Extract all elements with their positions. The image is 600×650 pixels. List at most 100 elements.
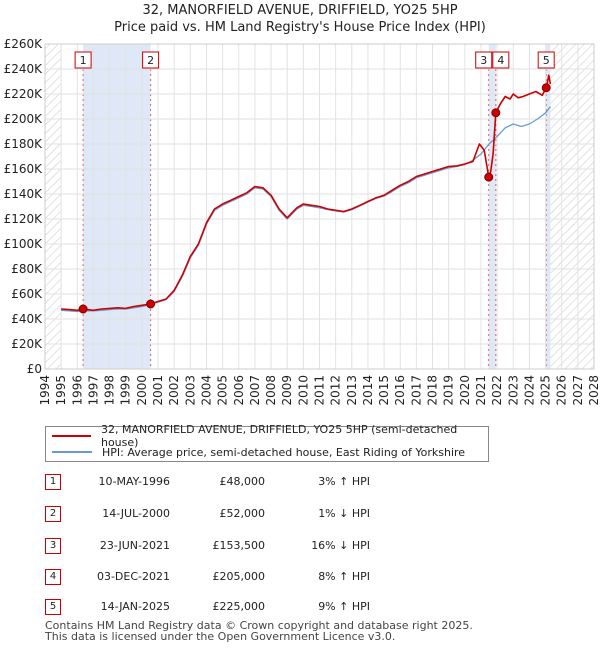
sale-marker bbox=[541, 83, 551, 93]
sale-marker bbox=[484, 172, 494, 182]
sale-price: £153,500 bbox=[212, 539, 266, 552]
sale-hpi-diff: 8% ↑ HPI bbox=[318, 570, 370, 583]
x-tick-label: 2002 bbox=[167, 375, 181, 406]
sale-hpi-diff: 16% ↓ HPI bbox=[311, 539, 370, 552]
y-tick-label: £140K bbox=[4, 187, 44, 201]
shaded-region bbox=[488, 44, 496, 369]
sale-row: 3 23-JUN-2021 £153,500 16% ↓ HPI bbox=[45, 538, 405, 554]
sale-marker bbox=[146, 299, 156, 309]
sale-label-number: 3 bbox=[480, 54, 487, 67]
y-tick-label: £20K bbox=[11, 337, 43, 351]
chart-title: 32, MANORFIELD AVENUE, DRIFFIELD, YO25 5… bbox=[0, 2, 600, 36]
legend: 32, MANORFIELD AVENUE, DRIFFIELD, YO25 5… bbox=[45, 423, 489, 462]
sale-date: 14-JUL-2000 bbox=[102, 507, 170, 520]
chart-title-line2: Price paid vs. HM Land Registry's House … bbox=[114, 20, 486, 35]
plot-frame bbox=[44, 43, 595, 370]
x-tick-label: 2001 bbox=[151, 375, 165, 406]
x-tick-label: 2009 bbox=[280, 375, 294, 406]
footer-licence: This data is licensed under the Open Gov… bbox=[45, 630, 396, 643]
x-tick-label: 2016 bbox=[393, 375, 407, 406]
x-tick-label: 2015 bbox=[377, 375, 391, 406]
sale-label-box bbox=[74, 51, 92, 69]
sale-date: 14-JAN-2025 bbox=[100, 600, 170, 613]
x-tick-label: 1994 bbox=[38, 375, 52, 406]
x-tick-label: 2012 bbox=[329, 375, 343, 406]
y-tick-label: £60K bbox=[11, 287, 43, 301]
y-tick-label: £40K bbox=[11, 312, 43, 326]
x-tick-label: 2026 bbox=[555, 375, 569, 406]
sale-number-badge: 3 bbox=[45, 538, 61, 554]
x-tick-label: 1999 bbox=[119, 375, 133, 406]
sale-hpi-diff: 9% ↑ HPI bbox=[318, 600, 370, 613]
legend-item-hpi: HPI: Average price, semi-detached house,… bbox=[52, 444, 465, 460]
sale-label-number: 5 bbox=[543, 54, 550, 67]
footer-copyright: Contains HM Land Registry data © Crown c… bbox=[45, 619, 473, 632]
x-tick-label: 2014 bbox=[361, 375, 375, 406]
y-tick-label: £0 bbox=[27, 362, 42, 376]
sale-price: £48,000 bbox=[219, 475, 266, 488]
x-tick-label: 2022 bbox=[490, 375, 504, 406]
x-tick-label: 2020 bbox=[458, 375, 472, 406]
sale-row: 1 10-MAY-1996 £48,000 3% ↑ HPI bbox=[45, 474, 405, 490]
x-tick-label: 2019 bbox=[442, 375, 456, 406]
sale-date: 23-JUN-2021 bbox=[99, 539, 170, 552]
hatched-region bbox=[45, 44, 62, 369]
chart-title-line1: 32, MANORFIELD AVENUE, DRIFFIELD, YO25 5… bbox=[142, 3, 458, 18]
x-tick-label: 2023 bbox=[506, 375, 520, 406]
shaded-region bbox=[546, 44, 551, 369]
x-tick-label: 2010 bbox=[296, 375, 310, 406]
y-tick-label: £240K bbox=[4, 62, 44, 76]
sale-marker bbox=[491, 108, 501, 118]
legend-swatch-hpi bbox=[52, 451, 92, 453]
footer: Contains HM Land Registry data © Crown c… bbox=[45, 620, 473, 642]
sale-label-box bbox=[475, 51, 493, 69]
y-tick-label: £180K bbox=[4, 137, 44, 151]
x-tick-label: 1995 bbox=[54, 375, 68, 406]
sale-label-box bbox=[537, 51, 555, 69]
legend-label-hpi: HPI: Average price, semi-detached house,… bbox=[102, 445, 466, 459]
x-tick-label: 1998 bbox=[103, 375, 117, 406]
x-tick-label: 2000 bbox=[135, 375, 149, 406]
sale-label-box bbox=[492, 51, 510, 69]
sale-row: 5 14-JAN-2025 £225,000 9% ↑ HPI bbox=[45, 599, 405, 615]
x-tick-label: 2021 bbox=[474, 375, 488, 406]
sale-row: 2 14-JUL-2000 £52,000 1% ↓ HPI bbox=[45, 506, 405, 522]
axes: £0 £20K £40K £60K £80K £100K £120K £140K £160K £1… bbox=[4, 37, 600, 406]
sale-hpi-diff: 1% ↓ HPI bbox=[318, 507, 370, 520]
x-tick-label: 2011 bbox=[313, 375, 327, 406]
legend-item-property: 32, MANORFIELD AVENUE, DRIFFIELD, YO25 5… bbox=[52, 423, 488, 449]
sale-label-number: 1 bbox=[80, 54, 87, 67]
x-tick-label: 2006 bbox=[232, 375, 246, 406]
sale-row: 4 03-DEC-2021 £205,000 8% ↑ HPI bbox=[45, 569, 405, 585]
x-tick-label: 2018 bbox=[426, 375, 440, 406]
y-tick-label: £80K bbox=[11, 262, 43, 276]
sale-label-number: 2 bbox=[147, 54, 154, 67]
y-tick-label: £160K bbox=[4, 162, 44, 176]
y-tick-label: £120K bbox=[4, 212, 44, 226]
x-tick-label: 1997 bbox=[86, 375, 100, 406]
sale-number-badge: 4 bbox=[45, 569, 61, 585]
x-tick-label: 2005 bbox=[216, 375, 230, 406]
y-tick-label: £100K bbox=[4, 237, 44, 251]
x-tick-label: 2025 bbox=[539, 375, 553, 406]
shaded-region bbox=[83, 44, 151, 369]
x-tick-label: 2013 bbox=[345, 375, 359, 406]
sale-label-number: 4 bbox=[497, 54, 504, 67]
x-tick-label: 2028 bbox=[587, 375, 600, 406]
sale-hpi-diff: 3% ↑ HPI bbox=[318, 475, 370, 488]
sale-number-badge: 1 bbox=[45, 474, 61, 490]
x-tick-label: 2017 bbox=[409, 375, 423, 406]
x-tick-label: 2007 bbox=[248, 375, 262, 406]
sale-price: £225,000 bbox=[212, 600, 266, 613]
sale-label-box bbox=[142, 51, 160, 69]
y-tick-label: £200K bbox=[4, 112, 44, 126]
legend-label-property: 32, MANORFIELD AVENUE, DRIFFIELD, YO25 5… bbox=[100, 423, 458, 449]
hatched-region bbox=[550, 44, 594, 369]
legend-swatch-property bbox=[52, 435, 91, 437]
y-tick-label: £220K bbox=[4, 87, 44, 101]
x-tick-label: 2003 bbox=[183, 375, 197, 406]
x-tick-label: 2004 bbox=[199, 375, 213, 406]
x-tick-label: 1996 bbox=[70, 375, 84, 406]
